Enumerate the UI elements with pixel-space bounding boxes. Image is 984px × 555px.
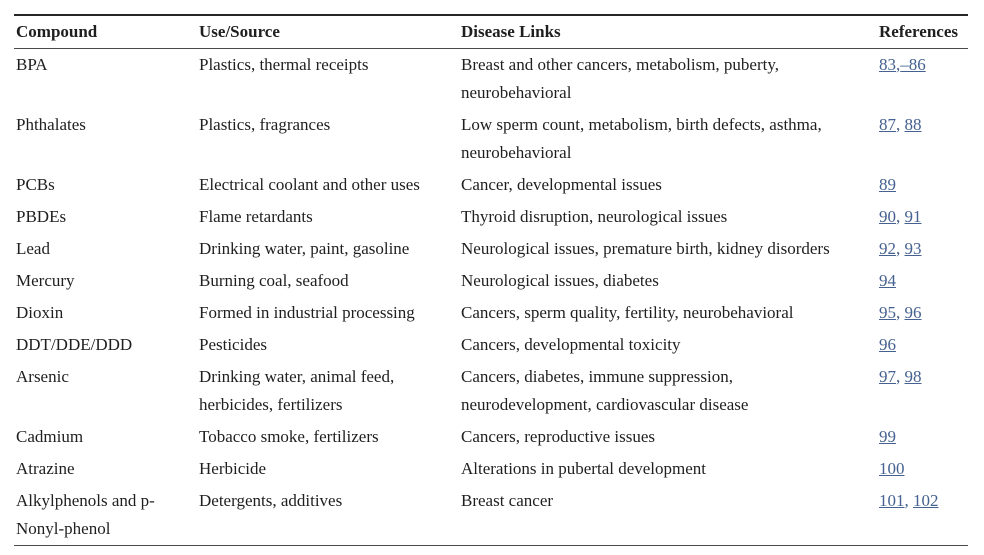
compound-cell: Cadmium	[16, 427, 84, 446]
disease-links-cell: Low sperm count, metabolism, birth defec…	[461, 115, 822, 162]
table-row: Atrazine Herbicide Alterations in pubert…	[14, 453, 968, 485]
disease-links-cell: Breast cancer	[461, 491, 554, 510]
reference-separator: ,	[896, 367, 905, 386]
references-cell: 94	[879, 265, 968, 297]
compound-cell: Phthalates	[16, 115, 86, 134]
references-cell: 97, 98	[879, 361, 968, 421]
references-cell: 101, 102	[879, 485, 968, 546]
reference-separator: ,	[896, 303, 905, 322]
disease-links-cell: Cancers, sperm quality, fertility, neuro…	[461, 303, 794, 322]
disease-links-cell: Neurological issues, diabetes	[461, 271, 659, 290]
table-row: DDT/DDE/DDD Pesticides Cancers, developm…	[14, 329, 968, 361]
references-cell: 83,–86	[879, 49, 968, 110]
compound-cell: PBDEs	[16, 207, 67, 226]
table-body: BPA Plastics, thermal receipts Breast an…	[14, 49, 968, 546]
disease-links-cell: Neurological issues, premature birth, ki…	[461, 239, 830, 258]
compound-cell: Dioxin	[16, 303, 64, 322]
reference-link[interactable]: 102	[913, 491, 939, 510]
references-cell: 99	[879, 421, 968, 453]
reference-separator: ,	[896, 207, 905, 226]
reference-link[interactable]: 93	[904, 239, 922, 258]
references-cell: 92, 93	[879, 233, 968, 265]
reference-link[interactable]: 99	[879, 427, 896, 446]
references-cell: 89	[879, 169, 968, 201]
reference-link[interactable]: 94	[879, 271, 896, 290]
references-cell: 100	[879, 453, 968, 485]
table-row: Mercury Burning coal, seafood Neurologic…	[14, 265, 968, 297]
reference-link[interactable]: 87	[879, 115, 896, 134]
use-source-cell: Detergents, additives	[199, 491, 343, 510]
table-row: PCBs Electrical coolant and other uses C…	[14, 169, 968, 201]
compound-cell: Mercury	[16, 271, 75, 290]
table-row: Lead Drinking water, paint, gasoline Neu…	[14, 233, 968, 265]
column-header-compound: Compound	[14, 15, 199, 49]
reference-link[interactable]: 96	[904, 303, 922, 322]
use-source-cell: Plastics, thermal receipts	[199, 55, 369, 74]
use-source-cell: Electrical coolant and other uses	[199, 175, 420, 194]
compound-cell: BPA	[16, 55, 48, 74]
references-cell: 95, 96	[879, 297, 968, 329]
use-source-cell: Drinking water, animal feed, herbicides,…	[199, 367, 395, 414]
use-source-cell: Herbicide	[199, 459, 267, 478]
table-header: Compound Use/Source Disease Links Refere…	[14, 15, 968, 49]
references-cell: 90, 91	[879, 201, 968, 233]
reference-link[interactable]: 95	[879, 303, 896, 322]
reference-link[interactable]: 96	[879, 335, 896, 354]
table-row: BPA Plastics, thermal receipts Breast an…	[14, 49, 968, 110]
disease-links-cell: Cancers, diabetes, immune suppression, n…	[461, 367, 749, 414]
table-row: Alkylphenols and p-Nonyl-phenol Detergen…	[14, 485, 968, 546]
disease-links-cell: Thyroid disruption, neurological issues	[461, 207, 728, 226]
reference-link[interactable]: 91	[904, 207, 922, 226]
compound-cell: PCBs	[16, 175, 55, 194]
compound-cell: Lead	[16, 239, 50, 258]
column-header-use-source: Use/Source	[199, 15, 461, 49]
disease-links-cell: Cancers, developmental toxicity	[461, 335, 681, 354]
compound-cell: Atrazine	[16, 459, 75, 478]
reference-link[interactable]: –86	[900, 55, 926, 74]
compounds-table: Compound Use/Source Disease Links Refere…	[14, 14, 968, 546]
references-cell: 87, 88	[879, 109, 968, 169]
table-row: Phthalates Plastics, fragrances Low sper…	[14, 109, 968, 169]
reference-link[interactable]: 98	[904, 367, 922, 386]
table-row: Cadmium Tobacco smoke, fertilizers Cance…	[14, 421, 968, 453]
compound-cell: DDT/DDE/DDD	[16, 335, 133, 354]
use-source-cell: Flame retardants	[199, 207, 313, 226]
disease-links-cell: Cancer, developmental issues	[461, 175, 662, 194]
reference-separator: ,	[896, 239, 905, 258]
reference-separator: ,	[896, 115, 905, 134]
reference-link[interactable]: 90	[879, 207, 896, 226]
use-source-cell: Pesticides	[199, 335, 267, 354]
use-source-cell: Plastics, fragrances	[199, 115, 331, 134]
column-header-references: References	[879, 15, 968, 49]
compound-cell: Alkylphenols and p-Nonyl-phenol	[16, 491, 155, 538]
use-source-cell: Drinking water, paint, gasoline	[199, 239, 410, 258]
disease-links-cell: Alterations in pubertal development	[461, 459, 707, 478]
reference-separator: ,	[896, 55, 901, 74]
reference-separator: ,	[904, 491, 913, 510]
table-row: Arsenic Drinking water, animal feed, her…	[14, 361, 968, 421]
reference-link[interactable]: 100	[879, 459, 905, 478]
table-row: Dioxin Formed in industrial processing C…	[14, 297, 968, 329]
compound-cell: Arsenic	[16, 367, 69, 386]
reference-link[interactable]: 88	[904, 115, 922, 134]
table-row: PBDEs Flame retardants Thyroid disruptio…	[14, 201, 968, 233]
use-source-cell: Burning coal, seafood	[199, 271, 349, 290]
reference-link[interactable]: 89	[879, 175, 896, 194]
reference-link[interactable]: 101	[879, 491, 905, 510]
reference-link[interactable]: 83	[879, 55, 896, 74]
header-row: Compound Use/Source Disease Links Refere…	[14, 15, 968, 49]
disease-links-cell: Cancers, reproductive issues	[461, 427, 656, 446]
use-source-cell: Tobacco smoke, fertilizers	[199, 427, 379, 446]
disease-links-cell: Breast and other cancers, metabolism, pu…	[461, 55, 780, 102]
references-cell: 96	[879, 329, 968, 361]
reference-link[interactable]: 92	[879, 239, 896, 258]
use-source-cell: Formed in industrial processing	[199, 303, 415, 322]
reference-link[interactable]: 97	[879, 367, 896, 386]
column-header-disease-links: Disease Links	[461, 15, 879, 49]
